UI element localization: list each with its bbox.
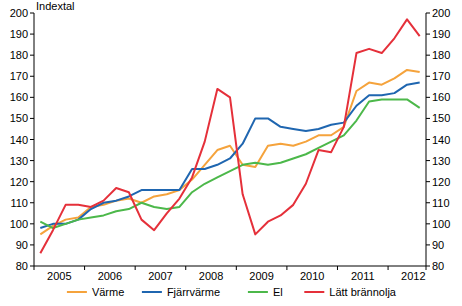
x-tick — [426, 266, 427, 270]
y-tick — [30, 55, 34, 56]
x-tick — [337, 266, 338, 270]
series-line — [40, 99, 419, 228]
chart: 80 80 90 90 100 100 110 110 120 120 130 130 140 140 15… — [0, 0, 462, 306]
legend-swatch — [67, 291, 87, 293]
y-tick-label: 100 — [10, 218, 28, 230]
y-tick-label: 140 — [10, 134, 28, 146]
y2-tick-label: 120 — [432, 176, 450, 188]
y-tick — [30, 139, 34, 140]
x-tick-label: 2009 — [249, 270, 273, 282]
x-tick — [286, 266, 287, 270]
y-tick-label: 190 — [10, 28, 28, 40]
legend-label: El — [273, 286, 283, 298]
y-tick — [30, 181, 34, 182]
y-tick — [30, 223, 34, 224]
y-tick-label: 80 — [16, 260, 28, 272]
y-tick-label: 160 — [10, 91, 28, 103]
y2-tick — [426, 266, 430, 267]
legend-label: Fjärrvärme — [167, 286, 220, 298]
y-tick — [30, 266, 34, 267]
y2-tick — [426, 97, 430, 98]
x-tick-label: 2007 — [148, 270, 172, 282]
legend-label: Lätt brännolja — [329, 286, 397, 298]
series-line — [40, 19, 419, 253]
y-tick-label: 90 — [16, 239, 28, 251]
plot-area — [40, 19, 419, 253]
y-tick-label: 180 — [10, 49, 28, 61]
x-tick — [185, 266, 186, 270]
y2-tick — [426, 139, 430, 140]
y2-tick — [426, 76, 430, 77]
y2-tick-label: 200 — [432, 7, 450, 19]
legend-swatch — [304, 291, 324, 293]
x-tick — [388, 266, 389, 270]
y-tick-label: 170 — [10, 70, 28, 82]
x-tick — [236, 266, 237, 270]
y-tick — [30, 97, 34, 98]
y2-tick-label: 150 — [432, 112, 450, 124]
y2-tick-label: 180 — [432, 49, 450, 61]
x-axis — [34, 266, 426, 267]
y-tick — [30, 34, 34, 35]
y-tick — [30, 244, 34, 245]
y2-tick-label: 160 — [432, 91, 450, 103]
y2-tick — [426, 223, 430, 224]
y2-tick-label: 80 — [432, 260, 444, 272]
x-tick-label: 2010 — [300, 270, 324, 282]
y2-tick — [426, 55, 430, 56]
y-tick-label: 130 — [10, 155, 28, 167]
x-tick — [135, 266, 136, 270]
y-tick — [30, 76, 34, 77]
x-tick-label: 2008 — [199, 270, 223, 282]
x-tick-label: 2011 — [351, 270, 375, 282]
y2-tick-label: 170 — [432, 70, 450, 82]
y2-tick — [426, 34, 430, 35]
y2-tick — [426, 160, 430, 161]
x-tick — [84, 266, 85, 270]
x-tick-label: 2006 — [98, 270, 122, 282]
x-tick — [34, 266, 35, 270]
legend-label: Värme — [92, 286, 124, 298]
y-tick — [30, 160, 34, 161]
y-tick — [30, 202, 34, 203]
series-line — [40, 70, 419, 234]
x-tick-label: 2005 — [47, 270, 71, 282]
y-tick-label: 120 — [10, 176, 28, 188]
y2-tick — [426, 244, 430, 245]
x-tick-label: 2012 — [401, 270, 425, 282]
y2-tick-label: 130 — [432, 155, 450, 167]
y2-tick-label: 190 — [432, 28, 450, 40]
y2-tick — [426, 202, 430, 203]
y2-tick — [426, 118, 430, 119]
y2-tick-label: 110 — [432, 197, 450, 209]
y-axis-label: Indextal — [36, 0, 75, 12]
y2-tick — [426, 13, 430, 14]
legend-swatch — [248, 291, 268, 293]
y-tick-label: 200 — [10, 7, 28, 19]
legend-swatch — [142, 291, 162, 293]
y-tick-label: 110 — [10, 197, 28, 209]
y2-tick-label: 140 — [432, 134, 450, 146]
y-tick-label: 150 — [10, 112, 28, 124]
y2-tick-label: 90 — [432, 239, 444, 251]
y2-tick — [426, 181, 430, 182]
y2-tick-label: 100 — [432, 218, 450, 230]
y-tick — [30, 13, 34, 14]
y-tick — [30, 118, 34, 119]
